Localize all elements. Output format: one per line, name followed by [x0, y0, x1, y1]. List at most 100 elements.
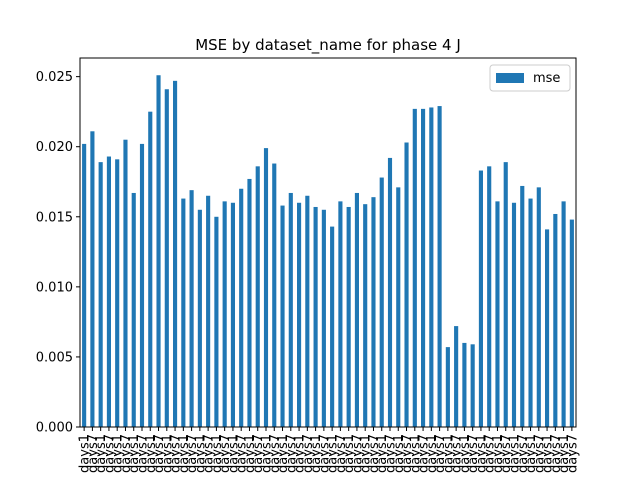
x-tick-label: days7 — [301, 434, 316, 473]
x-tick-label: days7 — [284, 434, 299, 473]
bar — [462, 342, 467, 427]
bar — [239, 188, 244, 427]
bar — [255, 166, 260, 428]
x-tick-label: days1 — [408, 434, 423, 473]
bar — [173, 80, 178, 428]
legend-box — [489, 64, 571, 92]
bar — [421, 108, 426, 428]
bar — [520, 185, 525, 427]
x-tick-label: days7 — [549, 434, 564, 473]
bar — [123, 139, 128, 427]
bar — [90, 131, 95, 428]
x-tick-label: days1 — [127, 434, 142, 473]
x-tick-label: days7 — [86, 434, 101, 473]
bar — [106, 156, 111, 427]
y-tick-label: 0.005 — [36, 350, 73, 365]
x-tick-label: days1 — [309, 434, 324, 473]
x-tick-label: days1 — [160, 434, 175, 473]
x-tick-label: days7 — [334, 434, 349, 473]
bar — [247, 178, 252, 427]
x-tick-label: days7 — [565, 434, 580, 473]
x-tick-label: days1 — [326, 434, 341, 473]
x-tick-label: days7 — [433, 434, 448, 473]
x-tick-label: days7 — [483, 434, 498, 473]
bar — [115, 159, 120, 427]
x-tick-label: days7 — [350, 434, 365, 473]
legend-swatch — [496, 73, 524, 83]
bar — [288, 192, 293, 427]
bar — [330, 226, 335, 427]
bar — [321, 209, 326, 427]
x-tick-label: days7 — [466, 434, 481, 473]
bar — [379, 177, 384, 427]
bar — [346, 206, 351, 427]
bar — [354, 192, 359, 427]
y-tick-label: 0.015 — [36, 210, 73, 225]
bar — [139, 143, 145, 428]
x-tick-label: days1 — [375, 434, 390, 473]
bar — [478, 170, 483, 427]
bar — [371, 197, 376, 427]
bar — [272, 163, 277, 427]
x-tick-label: days7 — [102, 434, 117, 473]
x-tick-label: days1 — [260, 434, 275, 473]
x-tick-label: days7 — [450, 434, 465, 473]
bar — [545, 229, 550, 427]
bar — [164, 89, 169, 427]
bar — [131, 192, 136, 427]
x-tick-label: days7 — [136, 434, 151, 473]
x-tick-label: days1 — [541, 434, 556, 473]
bar — [297, 202, 302, 427]
x-tick-label: days7 — [384, 434, 399, 473]
x-tick-label: days1 — [425, 434, 440, 473]
bar — [280, 205, 285, 427]
bar — [230, 202, 235, 427]
x-tick-label: days1 — [94, 434, 109, 473]
bar — [363, 204, 368, 427]
x-tick-label: days1 — [474, 434, 489, 473]
x-tick-label: days1 — [524, 434, 539, 473]
x-tick-label: days7 — [152, 434, 167, 473]
bar — [156, 75, 161, 427]
bar — [495, 201, 500, 427]
x-tick-label: days7 — [400, 434, 415, 473]
bar — [387, 157, 393, 427]
x-tick-label: days1 — [243, 434, 258, 473]
x-tick-label: days1 — [359, 434, 374, 473]
bar — [206, 195, 211, 427]
bar — [553, 213, 558, 427]
bar — [181, 198, 186, 427]
chart-title: MSE by dataset_name for phase 4 J — [195, 36, 461, 55]
x-tick-label: days1 — [210, 434, 225, 473]
y-tick-label: 0.010 — [36, 280, 73, 295]
x-tick-label: days1 — [508, 434, 523, 473]
bar — [470, 344, 475, 427]
bar — [503, 162, 508, 427]
x-tick-label: days7 — [317, 434, 332, 473]
bar — [263, 148, 269, 427]
bar — [148, 111, 153, 427]
x-tick-label: days1 — [177, 434, 192, 473]
bar — [396, 187, 401, 427]
bar — [528, 198, 533, 427]
x-tick-label: days7 — [417, 434, 432, 473]
x-tick-label: days1 — [392, 434, 407, 473]
bar — [222, 201, 227, 427]
bar — [98, 162, 103, 427]
bar — [82, 143, 87, 428]
bar — [197, 209, 202, 427]
x-tick-label: days1 — [226, 434, 241, 473]
x-tick-label: days7 — [367, 434, 382, 473]
x-tick-label: days7 — [218, 434, 233, 473]
x-tick-label: days7 — [235, 434, 250, 473]
x-tick-label: days7 — [169, 434, 184, 473]
x-tick-label: days1 — [276, 434, 291, 473]
bar — [536, 187, 541, 427]
x-tick-label: days7 — [268, 434, 283, 473]
y-tick-label: 0.000 — [36, 421, 73, 436]
x-tick-label: days7 — [499, 434, 514, 473]
x-tick-label: days1 — [557, 434, 572, 473]
x-tick-label: days7 — [119, 434, 134, 473]
x-tick-label: days1 — [458, 434, 473, 473]
